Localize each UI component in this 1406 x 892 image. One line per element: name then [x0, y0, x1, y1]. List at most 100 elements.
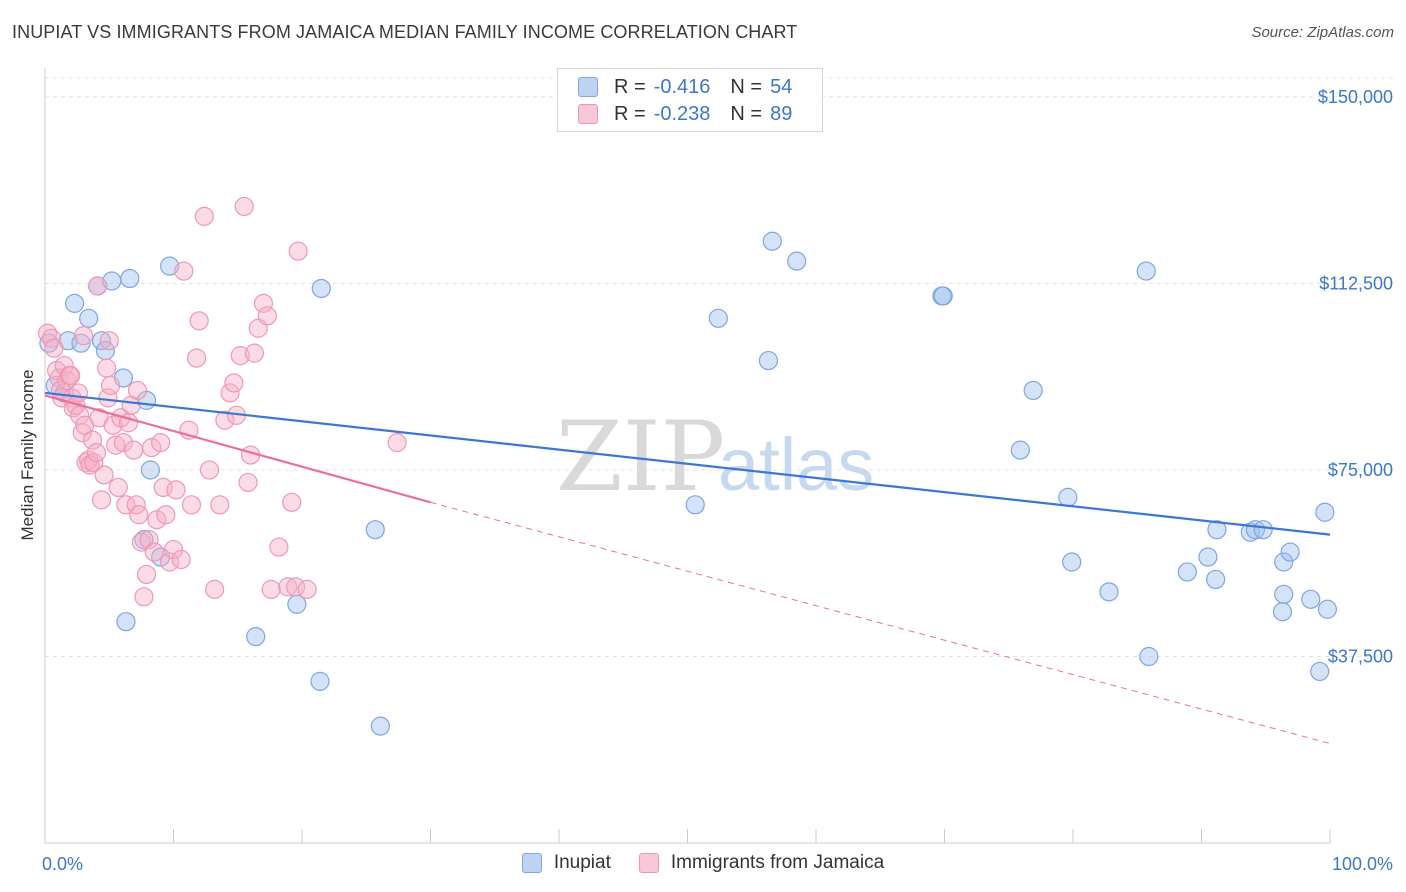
data-point [127, 380, 148, 401]
data-point [116, 495, 136, 515]
data-point [160, 256, 180, 276]
trend-lines [44, 391, 1331, 745]
data-point [68, 383, 89, 403]
data-point [147, 510, 167, 530]
data-point [134, 587, 154, 607]
data-point [194, 206, 214, 226]
y-tick-label: $150,000 [1318, 87, 1393, 107]
watermark-zip: ZIP [556, 401, 725, 513]
data-point [160, 552, 180, 572]
data-point [139, 530, 159, 550]
legend-r-value: -0.416 [653, 75, 711, 98]
legend-row-jamaica: R = -0.238 N = 89 [578, 102, 792, 126]
bottom-legend-swatch-inupiat [521, 853, 542, 873]
data-point [120, 268, 140, 289]
data-point [151, 433, 171, 453]
data-point [1058, 487, 1078, 507]
data-point [224, 373, 244, 393]
data-point [762, 231, 782, 251]
data-point [94, 465, 114, 485]
data-point [387, 433, 407, 453]
data-point [220, 383, 240, 403]
data-point [1198, 547, 1218, 567]
data-point [365, 520, 385, 540]
data-point [708, 308, 728, 328]
data-point [44, 338, 64, 358]
data-point [285, 577, 306, 597]
trend-line [44, 394, 431, 504]
data-point [1062, 552, 1082, 572]
data-point [230, 346, 250, 366]
chart-title: INUPIAT VS IMMIGRANTS FROM JAMAICA MEDIA… [12, 22, 798, 42]
data-point [269, 537, 289, 557]
legend-n-value: 54 [770, 75, 793, 98]
data-point [1310, 661, 1330, 682]
data-point [189, 311, 209, 331]
data-point [1206, 569, 1226, 590]
bottom-legend-label: Immigrants from Jamaica [670, 852, 885, 873]
data-point [261, 579, 281, 599]
data-point [131, 532, 151, 552]
data-point [1253, 520, 1273, 540]
data-point [73, 326, 94, 346]
y-axis-title: Median Family Income [18, 369, 37, 540]
bottom-legend-swatch-jamaica [638, 853, 659, 873]
data-point [140, 460, 160, 480]
y-tick-label: $75,000 [1328, 460, 1393, 480]
source-label: Source: ZipAtlas.com [1251, 24, 1394, 41]
data-point [103, 415, 123, 435]
data-point [61, 365, 81, 386]
data-point [166, 480, 186, 500]
data-point [238, 472, 258, 493]
data-point [171, 549, 191, 570]
data-point [215, 410, 235, 430]
data-point [1272, 602, 1293, 622]
data-point [116, 612, 136, 632]
x-tick-label: 100.0% [1332, 854, 1393, 874]
data-point [1023, 380, 1043, 401]
data-point [97, 358, 117, 378]
legend-n-label: N = [730, 75, 763, 98]
bottom-legend-jamaica: Immigrants from Jamaica [638, 852, 885, 874]
legend-r-value: -0.238 [653, 102, 711, 125]
legend-n-value: 89 [770, 102, 793, 125]
data-point [113, 433, 133, 453]
data-point [64, 293, 85, 313]
data-point [163, 539, 184, 560]
data-point [1099, 582, 1119, 602]
legend-r-label: R = [614, 102, 646, 125]
data-point [278, 577, 298, 597]
data-point [54, 355, 74, 376]
data-point [108, 477, 128, 498]
trend-line [44, 391, 1331, 536]
data-point [129, 505, 149, 525]
data-point [1207, 520, 1227, 540]
data-point [99, 331, 119, 351]
data-point [1010, 440, 1030, 460]
data-point [370, 716, 390, 736]
data-point [257, 306, 277, 326]
data-point [288, 241, 308, 261]
data-point [187, 348, 207, 368]
watermark-atlas: atlas [718, 423, 874, 506]
data-point [311, 278, 331, 299]
legend-swatch-jamaica [578, 104, 598, 124]
y-tick-label: $112,500 [1319, 274, 1393, 294]
data-point [1136, 261, 1156, 281]
data-point [282, 492, 302, 512]
data-point [1274, 584, 1294, 604]
data-point [1315, 502, 1335, 522]
bottom-legend-inupiat: Inupiat [521, 852, 611, 874]
x-tick-label: 0.0% [42, 854, 83, 874]
series-jamaica-points [37, 196, 407, 607]
data-point [100, 375, 121, 396]
data-point [142, 438, 162, 458]
bottom-legend-label: Inupiat [553, 852, 611, 873]
data-point [181, 495, 202, 515]
data-point [685, 495, 705, 515]
axes [44, 68, 1331, 844]
data-point [124, 440, 144, 460]
data-point [253, 293, 274, 313]
data-point [156, 505, 176, 525]
y-tick-label: $37,500 [1328, 647, 1393, 667]
